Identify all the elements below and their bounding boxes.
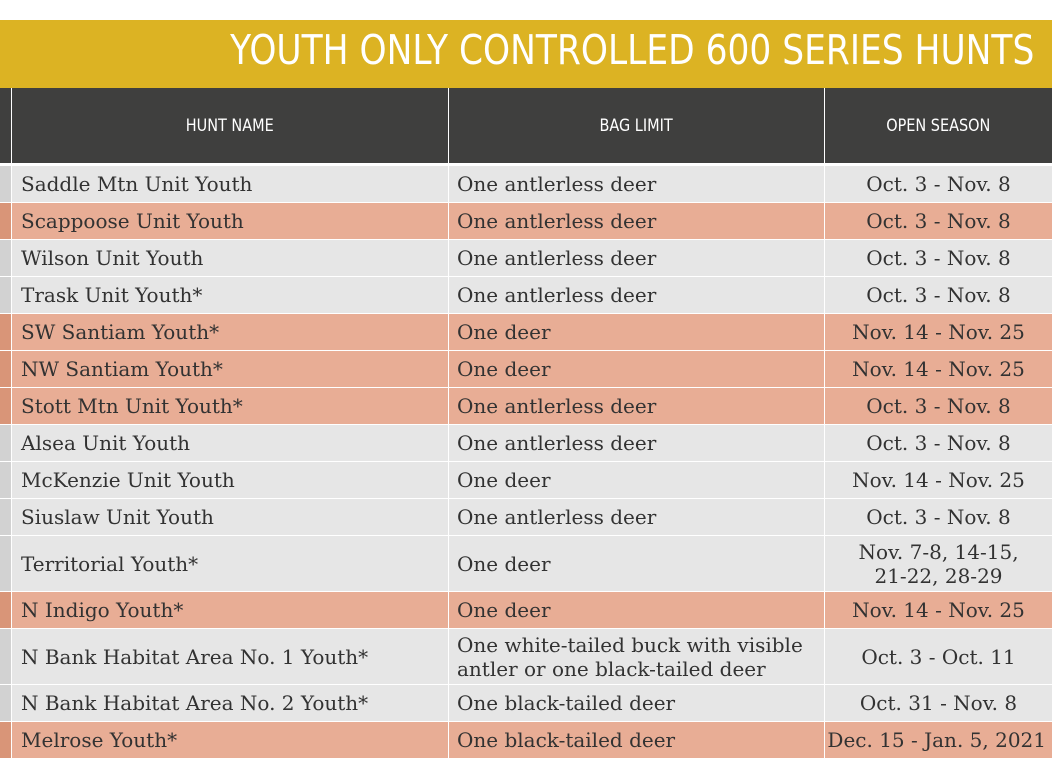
bag-limit-cell: One black-tailed deer bbox=[448, 722, 824, 758]
open-season-cell: Oct. 3 - Nov. 8 bbox=[824, 277, 1052, 313]
table-row: Alsea Unit Youth One antlerless deer Oct… bbox=[0, 425, 1052, 462]
table-row: Melrose Youth* One black-tailed deer Dec… bbox=[0, 722, 1052, 759]
header-open-season: OPEN SEASON bbox=[824, 88, 1052, 163]
table-row: McKenzie Unit Youth One deer Nov. 14 - N… bbox=[0, 462, 1052, 499]
bag-limit-cell: One antlerless deer bbox=[448, 166, 824, 202]
hunt-name-cell: N Bank Habitat Area No. 2 Youth* bbox=[11, 685, 448, 721]
hunt-name-cell: N Bank Habitat Area No. 1 Youth* bbox=[11, 629, 448, 684]
row-edge bbox=[0, 351, 11, 387]
hunt-name-cell: McKenzie Unit Youth bbox=[11, 462, 448, 498]
table-row: SW Santiam Youth* One deer Nov. 14 - Nov… bbox=[0, 314, 1052, 351]
open-season-cell: Nov. 14 - Nov. 25 bbox=[824, 351, 1052, 387]
open-season-cell: Nov. 14 - Nov. 25 bbox=[824, 462, 1052, 498]
hunt-name-cell: SW Santiam Youth* bbox=[11, 314, 448, 350]
bag-limit-cell: One black-tailed deer bbox=[448, 685, 824, 721]
table-row: N Indigo Youth* One deer Nov. 14 - Nov. … bbox=[0, 592, 1052, 629]
row-edge bbox=[0, 277, 11, 313]
table-header-row: HUNT NAME BAG LIMIT OPEN SEASON bbox=[0, 88, 1052, 166]
hunt-name-cell: Wilson Unit Youth bbox=[11, 240, 448, 276]
hunt-name-cell: Alsea Unit Youth bbox=[11, 425, 448, 461]
row-edge bbox=[0, 685, 11, 721]
open-season-cell: Oct. 31 - Nov. 8 bbox=[824, 685, 1052, 721]
hunt-name-cell: Saddle Mtn Unit Youth bbox=[11, 166, 448, 202]
table-row: Territorial Youth* One deer Nov. 7-8, 14… bbox=[0, 536, 1052, 592]
open-season-cell: Oct. 3 - Nov. 8 bbox=[824, 240, 1052, 276]
hunt-name-cell: N Indigo Youth* bbox=[11, 592, 448, 628]
open-season-cell: Oct. 3 - Nov. 8 bbox=[824, 166, 1052, 202]
bag-limit-cell: One antlerless deer bbox=[448, 425, 824, 461]
row-edge bbox=[0, 88, 11, 163]
hunt-name-cell: Siuslaw Unit Youth bbox=[11, 499, 448, 535]
top-margin bbox=[0, 0, 1052, 20]
row-edge bbox=[0, 203, 11, 239]
bag-limit-cell: One deer bbox=[448, 314, 824, 350]
bag-limit-cell: One deer bbox=[448, 592, 824, 628]
bag-limit-cell: One antlerless deer bbox=[448, 499, 824, 535]
table-row: Trask Unit Youth* One antlerless deer Oc… bbox=[0, 277, 1052, 314]
row-edge bbox=[0, 388, 11, 424]
open-season-cell: Dec. 15 - Jan. 5, 2021 bbox=[824, 722, 1052, 758]
hunt-name-cell: Scappoose Unit Youth bbox=[11, 203, 448, 239]
banner-title: YOUTH ONLY CONTROLLED 600 SERIES HUNTS bbox=[229, 26, 1034, 74]
table-row: Wilson Unit Youth One antlerless deer Oc… bbox=[0, 240, 1052, 277]
header-hunt-name: HUNT NAME bbox=[11, 88, 448, 163]
open-season-cell: Nov. 14 - Nov. 25 bbox=[824, 592, 1052, 628]
row-edge bbox=[0, 240, 11, 276]
table-row: Stott Mtn Unit Youth* One antlerless dee… bbox=[0, 388, 1052, 425]
open-season-text: Nov. 7-8, 14-15, 21-22, 28-29 bbox=[858, 539, 1019, 588]
row-edge bbox=[0, 425, 11, 461]
hunts-table: HUNT NAME BAG LIMIT OPEN SEASON Saddle M… bbox=[0, 88, 1052, 759]
bag-limit-cell: One antlerless deer bbox=[448, 203, 824, 239]
bag-limit-cell: One deer bbox=[448, 536, 824, 591]
open-season-cell: Nov. 7-8, 14-15, 21-22, 28-29 bbox=[824, 536, 1052, 591]
row-edge bbox=[0, 166, 11, 202]
bag-limit-cell: One white-tailed buck with visible antle… bbox=[448, 629, 824, 684]
open-season-cell: Oct. 3 - Nov. 8 bbox=[824, 425, 1052, 461]
bag-limit-cell: One antlerless deer bbox=[448, 240, 824, 276]
bag-limit-cell: One deer bbox=[448, 351, 824, 387]
hunt-name-cell: Melrose Youth* bbox=[11, 722, 448, 758]
open-season-cell: Nov. 14 - Nov. 25 bbox=[824, 314, 1052, 350]
header-bag-limit: BAG LIMIT bbox=[448, 88, 824, 163]
bag-limit-cell: One deer bbox=[448, 462, 824, 498]
row-edge bbox=[0, 462, 11, 498]
hunt-name-cell: Trask Unit Youth* bbox=[11, 277, 448, 313]
row-edge bbox=[0, 722, 11, 758]
row-edge bbox=[0, 314, 11, 350]
table-row: Scappoose Unit Youth One antlerless deer… bbox=[0, 203, 1052, 240]
open-season-cell: Oct. 3 - Nov. 8 bbox=[824, 499, 1052, 535]
open-season-cell: Oct. 3 - Oct. 11 bbox=[824, 629, 1052, 684]
table-row: NW Santiam Youth* One deer Nov. 14 - Nov… bbox=[0, 351, 1052, 388]
row-edge bbox=[0, 536, 11, 591]
row-edge bbox=[0, 629, 11, 684]
bag-limit-cell: One antlerless deer bbox=[448, 277, 824, 313]
section-banner: YOUTH ONLY CONTROLLED 600 SERIES HUNTS bbox=[0, 20, 1052, 88]
bag-limit-text: One white-tailed buck with visible antle… bbox=[457, 632, 803, 681]
table-row: N Bank Habitat Area No. 1 Youth* One whi… bbox=[0, 629, 1052, 685]
table-row: N Bank Habitat Area No. 2 Youth* One bla… bbox=[0, 685, 1052, 722]
open-season-cell: Oct. 3 - Nov. 8 bbox=[824, 203, 1052, 239]
row-edge bbox=[0, 592, 11, 628]
bag-limit-cell: One antlerless deer bbox=[448, 388, 824, 424]
hunt-name-cell: Stott Mtn Unit Youth* bbox=[11, 388, 448, 424]
hunt-name-cell: Territorial Youth* bbox=[11, 536, 448, 591]
row-edge bbox=[0, 499, 11, 535]
table-row: Siuslaw Unit Youth One antlerless deer O… bbox=[0, 499, 1052, 536]
table-row: Saddle Mtn Unit Youth One antlerless dee… bbox=[0, 166, 1052, 203]
hunt-name-cell: NW Santiam Youth* bbox=[11, 351, 448, 387]
open-season-cell: Oct. 3 - Nov. 8 bbox=[824, 388, 1052, 424]
